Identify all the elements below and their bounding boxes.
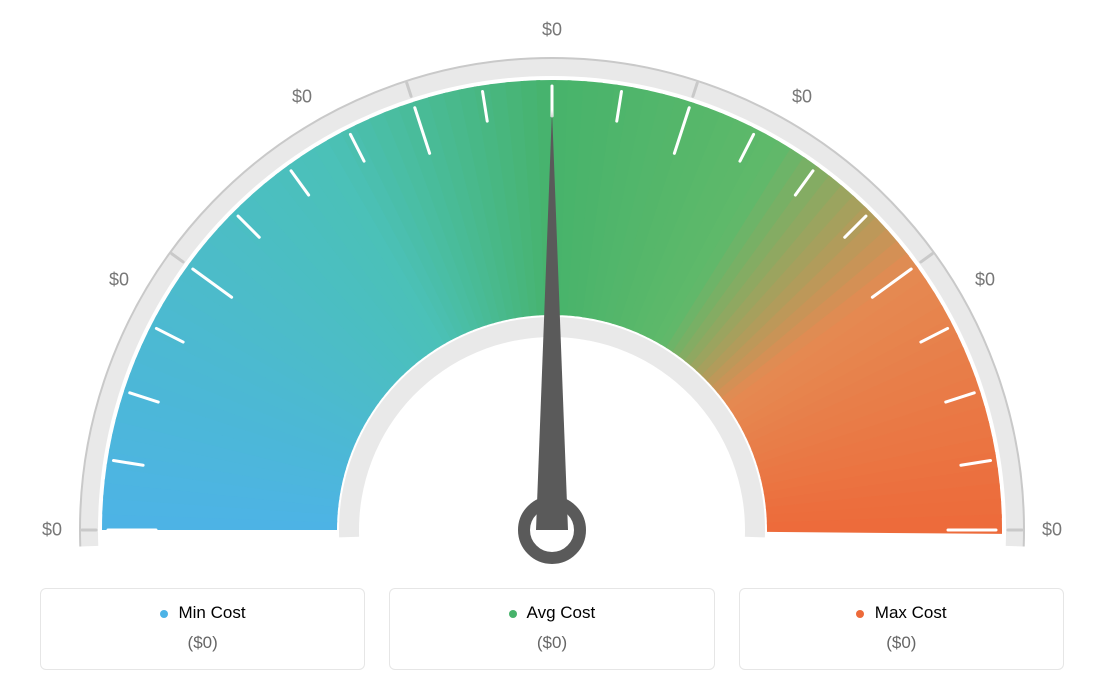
legend-value-avg: ($0)	[400, 633, 703, 653]
legend-label-text: Max Cost	[875, 603, 947, 622]
dot-icon	[856, 610, 864, 618]
gauge-axis-label: $0	[792, 86, 812, 107]
gauge-axis-label: $0	[542, 20, 562, 41]
gauge-axis-label: $0	[292, 86, 312, 107]
gauge-axis-label: $0	[42, 520, 62, 541]
gauge-chart: $0 $0 $0 $0 $0 $0 $0	[0, 0, 1104, 560]
legend-label-avg: Avg Cost	[400, 603, 703, 623]
legend-card-min: Min Cost ($0)	[40, 588, 365, 670]
legend-label-text: Avg Cost	[527, 603, 596, 622]
legend-value-min: ($0)	[51, 633, 354, 653]
gauge-svg	[0, 10, 1104, 570]
legend-label-min: Min Cost	[51, 603, 354, 623]
gauge-axis-label: $0	[109, 270, 129, 291]
gauge-axis-label: $0	[1042, 520, 1062, 541]
legend-label-max: Max Cost	[750, 603, 1053, 623]
legend-row: Min Cost ($0) Avg Cost ($0) Max Cost ($0…	[40, 588, 1064, 670]
legend-card-avg: Avg Cost ($0)	[389, 588, 714, 670]
legend-label-text: Min Cost	[178, 603, 245, 622]
legend-card-max: Max Cost ($0)	[739, 588, 1064, 670]
dot-icon	[160, 610, 168, 618]
gauge-axis-label: $0	[975, 270, 995, 291]
legend-value-max: ($0)	[750, 633, 1053, 653]
dot-icon	[509, 610, 517, 618]
